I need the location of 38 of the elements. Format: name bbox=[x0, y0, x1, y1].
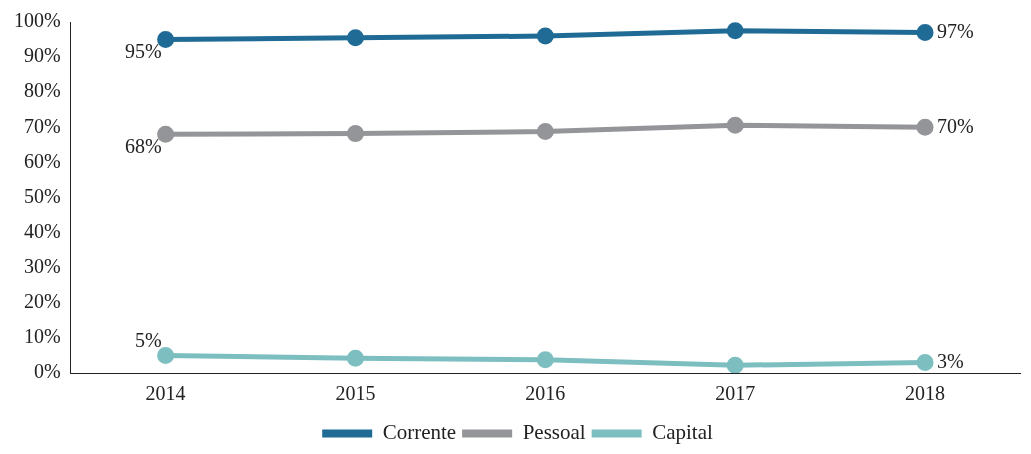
legend-label: Pessoal bbox=[522, 420, 586, 445]
point bbox=[726, 22, 744, 40]
point bbox=[916, 118, 934, 136]
point bbox=[536, 351, 554, 369]
y-tick-label: 60% bbox=[23, 149, 61, 172]
x-tick-label: 2017 bbox=[715, 382, 756, 405]
point bbox=[346, 125, 364, 143]
y-tick-label: 10% bbox=[23, 325, 61, 348]
y-tick-label: 30% bbox=[23, 254, 61, 277]
y-tick-label: 100% bbox=[13, 9, 61, 32]
data-label: 3% bbox=[937, 349, 964, 372]
point bbox=[916, 353, 934, 371]
point bbox=[536, 27, 554, 45]
data-label: 97% bbox=[937, 19, 974, 42]
point bbox=[346, 29, 364, 47]
x-tick-label: 2018 bbox=[905, 382, 946, 405]
y-tick-label: 50% bbox=[23, 184, 61, 207]
data-label: 5% bbox=[134, 328, 162, 351]
point bbox=[726, 116, 744, 134]
x-tick-label: 2014 bbox=[145, 382, 186, 405]
point bbox=[726, 356, 744, 373]
data-label: 68% bbox=[124, 134, 162, 157]
legend-label: Capital bbox=[652, 420, 713, 445]
y-tick-label: 0% bbox=[33, 360, 61, 383]
point bbox=[346, 349, 364, 367]
x-tick-label: 2016 bbox=[525, 382, 566, 405]
point bbox=[536, 123, 554, 141]
legend-label: Corrente bbox=[382, 420, 457, 445]
data-label: 70% bbox=[937, 114, 974, 137]
y-tick-label: 70% bbox=[23, 114, 61, 137]
y-tick-label: 80% bbox=[23, 79, 61, 102]
y-tick-label: 20% bbox=[23, 290, 61, 313]
data-label: 95% bbox=[124, 39, 162, 62]
y-tick-label: 90% bbox=[23, 44, 61, 67]
point bbox=[157, 346, 175, 364]
y-tick-label: 40% bbox=[23, 219, 61, 242]
x-tick-label: 2015 bbox=[335, 382, 376, 405]
point bbox=[916, 24, 934, 42]
